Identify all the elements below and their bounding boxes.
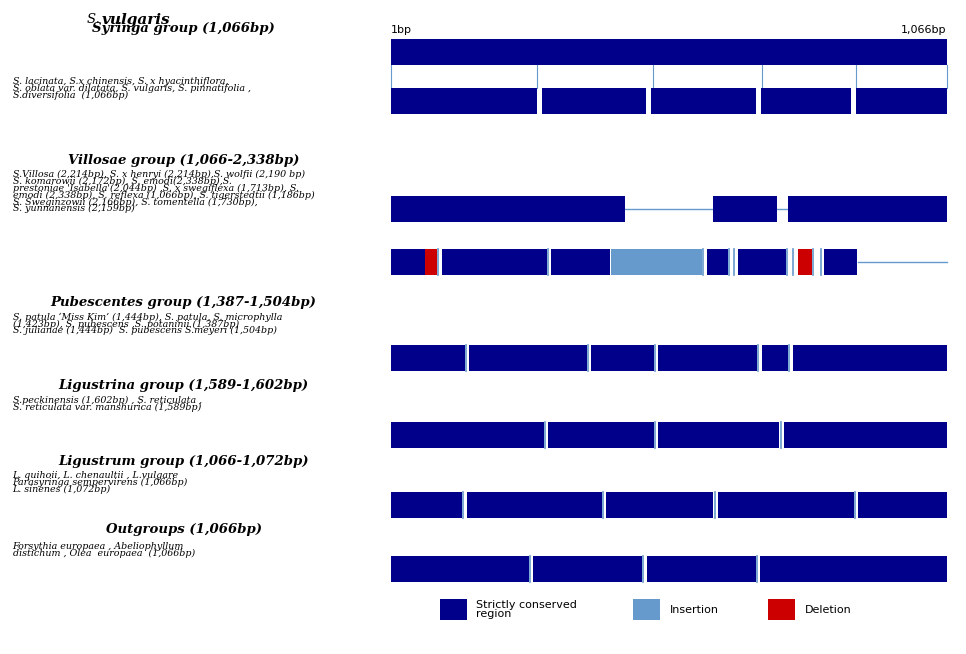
Bar (391, 345, 465, 371)
Text: Ligustrina group (1,589-1,602bp): Ligustrina group (1,589-1,602bp) (59, 379, 308, 392)
Text: S.Villosa (2,214bp), S. x henryi (2,214bp),S. wolfii (2,190 bp): S.Villosa (2,214bp), S. x henryi (2,214b… (13, 170, 304, 179)
Bar (784, 422, 947, 448)
Bar (391, 249, 425, 275)
Bar (760, 556, 947, 582)
Bar (798, 249, 812, 275)
Bar (391, 422, 544, 448)
Bar (651, 88, 755, 114)
Text: S. oblata var. dilatata, S. vulgaris, S. pinnatifolia ,: S. oblata var. dilatata, S. vulgaris, S.… (13, 84, 250, 93)
Bar (549, 422, 654, 448)
Bar (591, 345, 654, 371)
Bar (391, 88, 537, 114)
Text: Syringa group (1,066bp): Syringa group (1,066bp) (92, 22, 275, 35)
Text: emodi (2,338bp), S. reflexa (1,066bp), S. tigerstedtii (1,186bp): emodi (2,338bp), S. reflexa (1,066bp), S… (13, 190, 314, 199)
Bar (633, 599, 660, 620)
Text: Outgroups (1,066bp): Outgroups (1,066bp) (105, 523, 262, 536)
Text: S.diversifolia  (1,066bp): S.diversifolia (1,066bp) (13, 91, 128, 100)
Bar (391, 556, 529, 582)
Bar (391, 492, 463, 518)
Bar (659, 422, 780, 448)
Text: S. Sweginzowii (2,166bp), S. tomentella (1,730bp),: S. Sweginzowii (2,166bp), S. tomentella … (13, 198, 257, 207)
Text: L. quihoii, L. chenaultii , L.vulgare: L. quihoii, L. chenaultii , L.vulgare (13, 471, 179, 480)
Text: Ligustrum group (1,066-1,072bp): Ligustrum group (1,066-1,072bp) (58, 455, 309, 468)
Bar (469, 345, 586, 371)
Text: S.: S. (87, 13, 104, 26)
Bar (611, 249, 701, 275)
Bar (391, 39, 947, 65)
Bar (762, 345, 788, 371)
Text: Pubescentes group (1,387-1,504bp): Pubescentes group (1,387-1,504bp) (50, 296, 317, 309)
Bar (440, 599, 467, 620)
Bar (824, 249, 857, 275)
Text: S.peckinensis (1,602bp) , S. reticulata ,: S.peckinensis (1,602bp) , S. reticulata … (13, 396, 202, 405)
Bar (718, 492, 854, 518)
Bar (738, 249, 785, 275)
Bar (467, 492, 602, 518)
Bar (707, 249, 727, 275)
Text: S. komarowii (2,172bp), S. emodi(2,338bp),S.: S. komarowii (2,172bp), S. emodi(2,338bp… (13, 177, 232, 186)
Bar (391, 196, 625, 222)
Bar (768, 599, 795, 620)
Text: S. patula ‘Miss Kim’ (1,444bp), S. patula, S. microphylla: S. patula ‘Miss Kim’ (1,444bp), S. patul… (13, 313, 282, 322)
Bar (859, 492, 947, 518)
Text: L. sinenes (1,072bp): L. sinenes (1,072bp) (13, 485, 111, 494)
Text: Forsythia europaea , Abeliophyllum: Forsythia europaea , Abeliophyllum (13, 542, 184, 551)
Text: 1bp: 1bp (391, 26, 412, 35)
Bar (425, 249, 437, 275)
Bar (713, 196, 778, 222)
Bar (607, 492, 713, 518)
Text: Strictly conserved: Strictly conserved (476, 600, 577, 610)
Text: S. julianae (1,444bp)  S. pubescens S.meyeri (1,504bp): S. julianae (1,444bp) S. pubescens S.mey… (13, 326, 276, 336)
Text: S. yunnanensis (2,159bp): S. yunnanensis (2,159bp) (13, 204, 134, 213)
Text: S. reticulata var. manshurica (1,589bp): S. reticulata var. manshurica (1,589bp) (13, 402, 201, 411)
Text: Insertion: Insertion (669, 604, 719, 615)
Bar (442, 249, 547, 275)
Text: 1,066bp: 1,066bp (901, 26, 947, 35)
Text: vulgaris: vulgaris (101, 12, 170, 27)
Bar (788, 196, 947, 222)
Bar (856, 88, 947, 114)
Text: Deletion: Deletion (805, 604, 851, 615)
Text: (1,423bp), S. pubescens ,S. potaninii (1,387bp): (1,423bp), S. pubescens ,S. potaninii (1… (13, 319, 239, 328)
Bar (647, 556, 755, 582)
Text: Villosae group (1,066-2,338bp): Villosae group (1,066-2,338bp) (68, 154, 299, 167)
Bar (533, 556, 642, 582)
Text: S. lacinata, S.x chinensis, S. x hyacinthiflora,: S. lacinata, S.x chinensis, S. x hyacint… (13, 77, 228, 86)
Bar (552, 249, 610, 275)
Text: prestoniae 'Isabella'(2,044bp) ,S. x swegiflexa (1,713bp), S.: prestoniae 'Isabella'(2,044bp) ,S. x swe… (13, 184, 298, 193)
Text: region: region (476, 609, 512, 619)
Bar (659, 345, 757, 371)
Bar (760, 88, 851, 114)
Bar (542, 88, 646, 114)
Bar (793, 345, 947, 371)
Text: Parasyringa sempervirens (1,066bp): Parasyringa sempervirens (1,066bp) (13, 477, 188, 487)
Text: distichum , Olea  europaea  (1,066bp): distichum , Olea europaea (1,066bp) (13, 548, 195, 557)
